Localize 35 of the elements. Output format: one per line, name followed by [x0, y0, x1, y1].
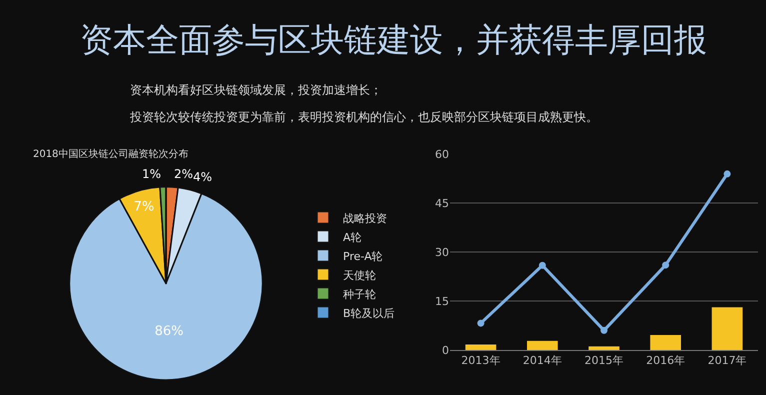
y-tick-label: 45	[435, 196, 449, 210]
bar	[527, 340, 558, 350]
y-tick-label: 30	[435, 246, 449, 259]
legend-label: 战略投资	[343, 212, 387, 225]
bar	[465, 344, 496, 350]
legend-label: A轮	[343, 230, 362, 244]
text: 资本全面参与区块链建设，并获得丰厚回报	[80, 19, 707, 61]
text: 资本机构看好区块链领域发展，投资加速增长；	[130, 82, 382, 99]
text: 投资轮次较传统投资更为靠前，表明投资机构的信心，也反映部分区块链项目成熟更快。	[130, 109, 598, 126]
x-tick-label: 2017年	[708, 354, 747, 368]
chart-title: 2018中国区块链公司融资轮次分布	[32, 148, 188, 160]
y-tick-label: 0	[442, 344, 449, 357]
data-label: 1%	[142, 167, 162, 181]
x-tick-label: 2016年	[646, 354, 686, 368]
data-label: 2%	[174, 167, 194, 181]
bar	[650, 334, 681, 350]
y-tick-label: 60	[435, 148, 449, 161]
point	[724, 170, 731, 178]
bar	[712, 307, 743, 350]
legend-label: 种子轮	[343, 288, 376, 301]
data-label: 4%	[193, 170, 212, 184]
data-label: 7%	[134, 200, 154, 215]
point	[477, 320, 484, 327]
point	[600, 326, 608, 334]
x-tick-label: 2014年	[522, 354, 562, 368]
point	[538, 262, 546, 269]
bar	[588, 346, 620, 350]
legend-label: Pre-A轮	[343, 250, 383, 263]
point	[662, 262, 670, 269]
x-tick-label: 2015年	[584, 354, 624, 368]
legend-label: 天使轮	[343, 268, 376, 282]
y-tick-label: 15	[435, 294, 449, 308]
legend-label: B轮及以后	[343, 306, 395, 320]
x-tick-label: 2013年	[461, 354, 500, 368]
data-label: 86%	[154, 324, 184, 340]
